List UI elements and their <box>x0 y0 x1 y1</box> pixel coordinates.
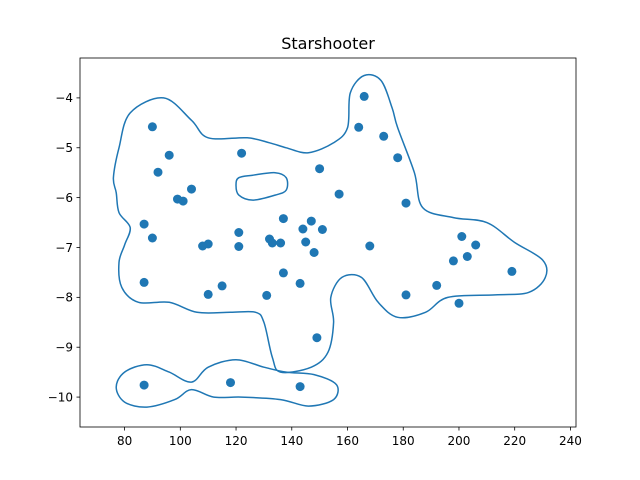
data-point <box>462 252 472 261</box>
plot-frame <box>79 57 577 428</box>
data-point <box>139 219 149 229</box>
data-point <box>448 256 458 266</box>
data-point <box>354 122 364 132</box>
data-point <box>217 281 227 291</box>
y-tick-label: −9 <box>55 341 73 355</box>
y-tick-label: −8 <box>55 291 73 305</box>
points-layer <box>139 91 517 392</box>
data-point <box>147 233 157 243</box>
data-point <box>309 248 319 257</box>
data-point <box>276 238 286 248</box>
data-point <box>139 277 149 287</box>
data-point <box>147 122 157 132</box>
data-point <box>262 290 272 300</box>
data-point <box>432 280 442 290</box>
y-tick-label: −5 <box>55 141 73 155</box>
data-point <box>203 289 213 299</box>
data-point <box>295 382 305 392</box>
x-tick-label: 140 <box>280 434 303 448</box>
data-point <box>198 241 208 251</box>
data-point <box>267 238 277 248</box>
data-point <box>164 150 174 160</box>
data-point <box>334 189 344 199</box>
x-tick-label: 120 <box>225 434 248 448</box>
contour-line-2 <box>235 171 289 201</box>
data-point <box>234 242 244 251</box>
x-axis: 80 100 120 140 160 180 200 220 240 <box>117 427 582 448</box>
y-tick-label: −4 <box>55 91 73 105</box>
data-point <box>139 380 149 390</box>
data-point <box>315 164 325 174</box>
data-point <box>295 278 305 288</box>
x-tick-label: 200 <box>448 434 471 448</box>
data-point <box>178 196 188 206</box>
data-point <box>153 167 163 177</box>
data-point <box>187 184 196 194</box>
x-tick-label: 220 <box>503 434 526 448</box>
data-point <box>507 266 517 276</box>
data-point <box>234 228 244 237</box>
data-point <box>401 290 411 300</box>
data-point <box>278 214 288 224</box>
contour-layer <box>112 73 548 408</box>
y-tick-label: −6 <box>55 191 73 205</box>
y-tick-label: −10 <box>48 390 73 404</box>
data-point <box>237 148 247 158</box>
y-tick-label: −7 <box>55 241 73 255</box>
x-tick-label: 80 <box>117 434 132 448</box>
data-point <box>312 333 322 343</box>
data-point <box>471 240 481 250</box>
data-point <box>365 241 375 251</box>
data-point <box>393 153 403 163</box>
data-point <box>317 225 327 234</box>
x-tick-label: 240 <box>559 434 582 448</box>
data-point <box>298 224 308 234</box>
chart-title: Starshooter <box>281 34 375 53</box>
data-point <box>306 216 316 226</box>
data-point <box>301 237 311 247</box>
contour-line-1 <box>112 73 548 374</box>
data-point <box>454 298 464 308</box>
data-point <box>226 378 235 388</box>
x-tick-label: 160 <box>336 434 359 448</box>
contour-line-3 <box>115 358 339 408</box>
y-axis: −4 −5 −6 −7 −8 −9 −10 <box>48 91 80 404</box>
x-tick-label: 180 <box>392 434 415 448</box>
x-tick-label: 100 <box>169 434 192 448</box>
data-point <box>359 91 369 101</box>
data-point <box>278 268 288 278</box>
data-point <box>379 131 389 141</box>
data-point <box>401 198 411 208</box>
data-point <box>457 232 467 241</box>
